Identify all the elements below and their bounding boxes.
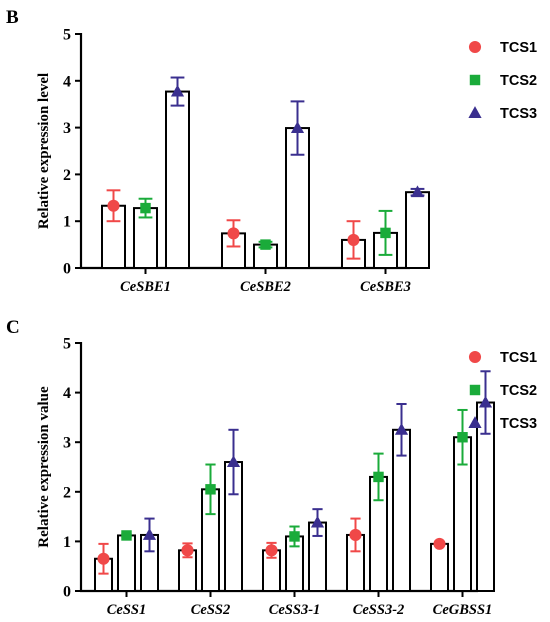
data-point-tcs1: [227, 227, 240, 240]
chart-panel-b: 0 1 2 3 4 5 Relative expression level CeSBE1 CeS…: [36, 27, 537, 296]
legend-marker-tcs2: [469, 384, 481, 396]
data-point-tcs3: [226, 455, 241, 467]
legend-label-tcs1: TCS1: [500, 350, 537, 366]
panel-letter-c: C: [6, 317, 20, 338]
x-tick-label: CeSBE2: [240, 279, 291, 295]
data-point-tcs2: [260, 239, 271, 250]
data-point-tcs2: [121, 530, 132, 541]
y-tick-label: 1: [63, 214, 71, 231]
bar-tcs3: [405, 191, 430, 270]
data-point-tcs1: [265, 544, 278, 557]
data-point-tcs2: [140, 202, 151, 214]
y-tick-label: 3: [63, 120, 71, 137]
y-tick-label: 2: [63, 167, 71, 184]
data-point-tcs3: [290, 121, 305, 134]
legend-marker-tcs2: [469, 74, 481, 86]
y-tick-label: 1: [63, 534, 71, 551]
x-tick-label: CeSS1: [107, 602, 147, 618]
data-point-tcs3: [310, 515, 325, 528]
data-point-tcs2: [457, 432, 468, 443]
y-tick-label: 4: [63, 385, 71, 402]
data-point-tcs3: [170, 84, 185, 97]
legend-label-tcs2: TCS2: [500, 383, 537, 399]
y-axis-label: Relative expression level: [36, 73, 52, 229]
data-point-tcs1: [181, 544, 194, 557]
data-point-tcs3: [394, 422, 409, 435]
legend-label-tcs3: TCS3: [500, 416, 537, 432]
data-point-tcs2: [380, 227, 391, 239]
y-tick-label: 0: [63, 261, 71, 278]
y-tick-label: 2: [63, 484, 71, 501]
data-point-tcs1: [433, 537, 446, 550]
x-tick-label: CeSS3-1: [269, 602, 321, 618]
y-tick-label: 5: [63, 336, 71, 353]
y-tick-label: 5: [63, 27, 71, 44]
x-tick-label: CeSS3-2: [353, 602, 405, 618]
legend-marker-tcs1: [468, 350, 482, 364]
legend-marker-tcs3: [468, 106, 482, 118]
legend-marker-tcs1: [468, 40, 482, 54]
data-point-tcs1: [107, 199, 120, 212]
legend-label-tcs2: TCS2: [500, 73, 537, 89]
legend-label-tcs1: TCS1: [500, 40, 537, 56]
y-tick-label: 4: [63, 73, 71, 90]
data-point-tcs2: [205, 484, 216, 495]
data-point-tcs1: [347, 233, 360, 246]
data-point-tcs2: [373, 471, 384, 483]
data-point-tcs3: [410, 185, 425, 198]
data-point-tcs1: [97, 552, 110, 565]
y-tick-label: 0: [63, 584, 71, 601]
legend-marker-tcs3: [468, 416, 482, 428]
bar-tcs1: [430, 542, 449, 593]
x-tick-label: CeSBE3: [360, 279, 411, 295]
legend-label-tcs3: TCS3: [500, 106, 537, 122]
data-point-tcs2: [289, 531, 300, 542]
data-point-tcs1: [349, 528, 362, 542]
x-tick-label: CeSS2: [191, 602, 231, 618]
chart-panel-c: 0 1 2 3 4 5 Relative expression value CeSS1 CeSS…: [36, 336, 537, 619]
panel-letter-b: B: [6, 7, 19, 28]
y-tick-label: 3: [63, 435, 71, 452]
x-tick-label: CeSBE1: [120, 279, 171, 295]
x-tick-label: CeGBSS1: [433, 602, 493, 618]
y-axis-label: Relative expression value: [36, 386, 52, 548]
bar-tcs3: [165, 90, 190, 270]
bar-tcs2: [117, 534, 136, 592]
data-point-tcs3: [478, 395, 493, 408]
data-point-tcs3: [142, 528, 157, 540]
